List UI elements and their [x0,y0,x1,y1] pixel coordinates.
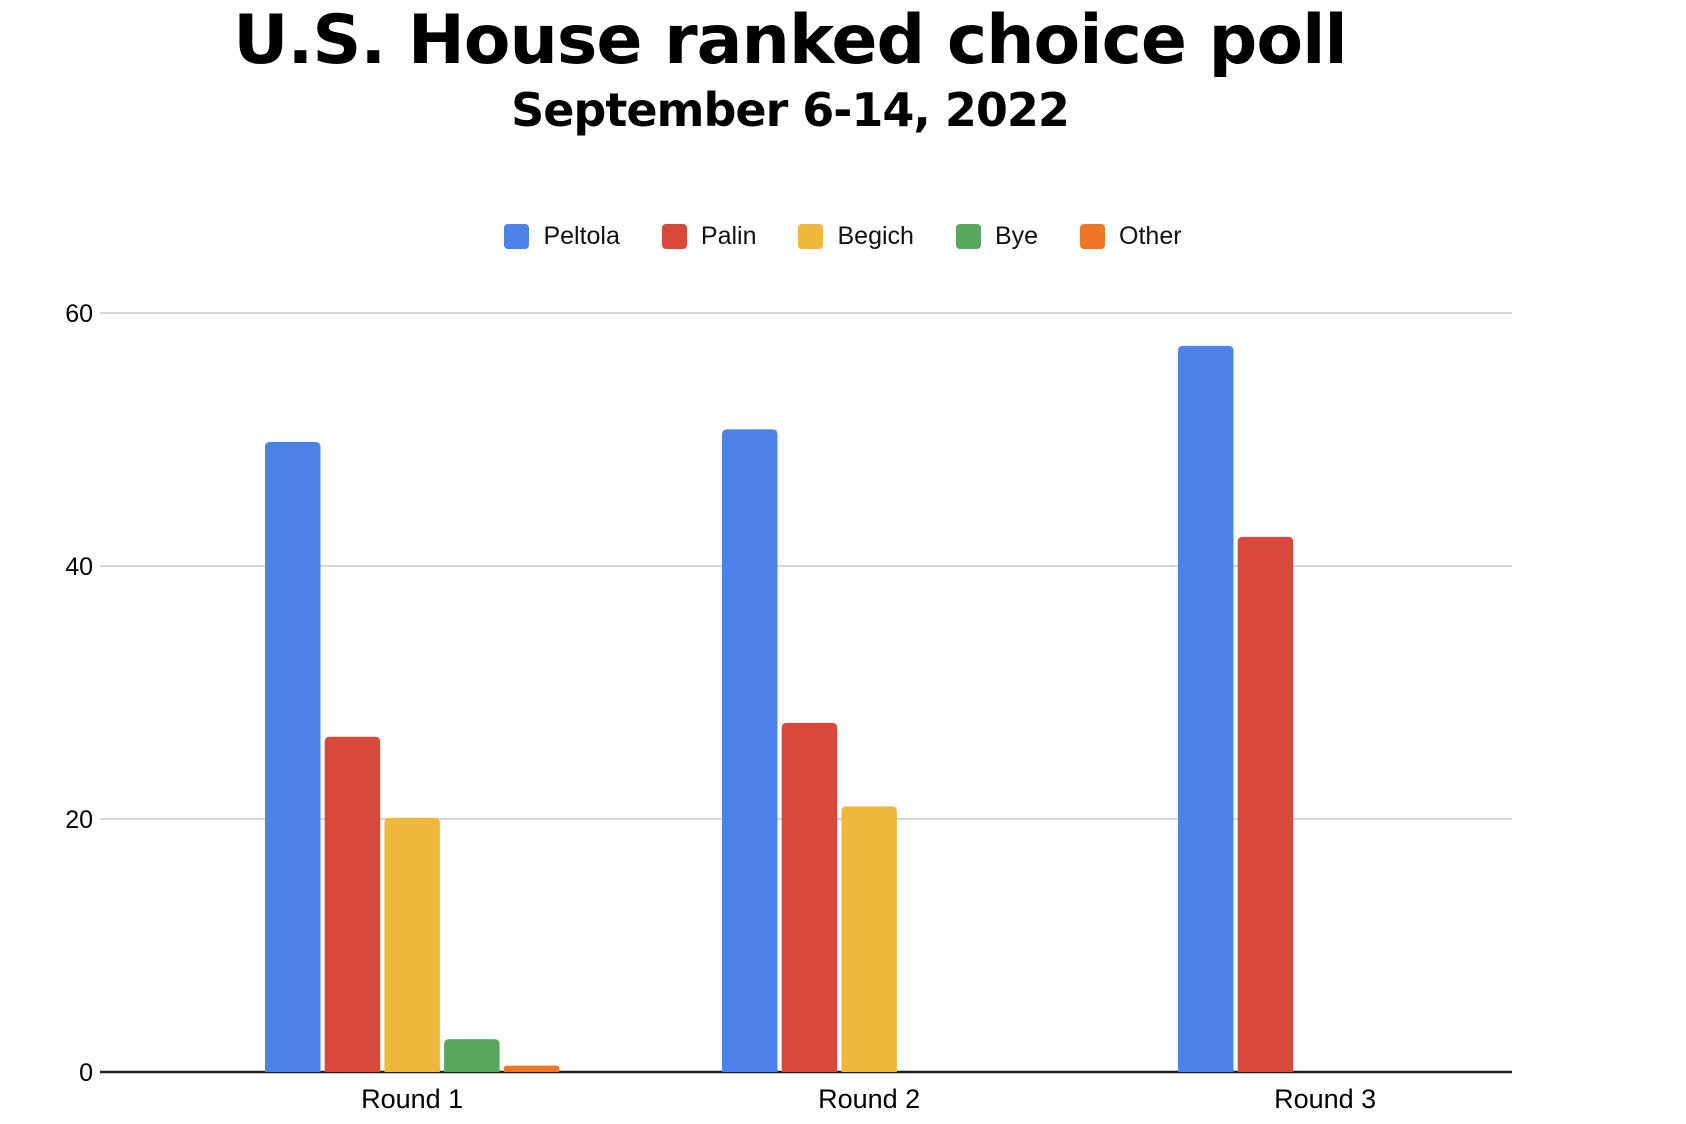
legend-label: Palin [700,222,757,250]
y-axis-tick-label: 60 [65,300,93,328]
legend-item-begich: Begich [798,222,914,250]
y-axis-tick-label: 20 [65,806,93,834]
x-axis-category-label: Round 3 [1274,1084,1376,1114]
chart-title: U.S. House ranked choice poll [233,1,1347,80]
bar-round3-palin [1237,536,1294,1072]
bar-round3-peltola [1178,345,1234,1072]
chart-header: U.S. House ranked choice poll September … [0,1,1580,137]
legend-swatch-icon [661,224,687,249]
legend-swatch-icon [798,224,824,249]
bar-round1-palin [324,736,381,1072]
legend-item-bye: Bye [955,222,1039,250]
legend-item-peltola: Peltola [504,222,620,250]
bar-round2-peltola [722,429,778,1072]
bar-round1-begich [384,817,440,1072]
legend-swatch-icon [1080,224,1106,249]
bar-round2-begich [841,806,897,1072]
chart-subtitle: September 6-14, 2022 [511,82,1070,137]
x-axis-category-label: Round 2 [818,1084,920,1114]
legend-swatch-icon [955,224,981,249]
legend-item-palin: Palin [661,222,757,250]
legend-label: Other [1119,222,1182,250]
legend-label: Peltola [543,222,620,250]
bar-round1-peltola [265,442,321,1072]
legend-label: Begich [837,222,914,250]
legend: Peltola Palin Begich Bye Other [0,224,1686,249]
legend-item-other: Other [1080,224,1182,249]
bar-round1-bye [444,1039,500,1072]
legend-label: Bye [994,222,1039,250]
y-axis-tick-label: 0 [79,1059,93,1087]
bar-round1-other [503,1065,560,1072]
y-axis-tick-label: 40 [65,553,93,581]
bar-round2-palin [781,722,838,1072]
x-axis-category-label: Round 1 [361,1084,463,1114]
legend-swatch-icon [504,224,530,249]
